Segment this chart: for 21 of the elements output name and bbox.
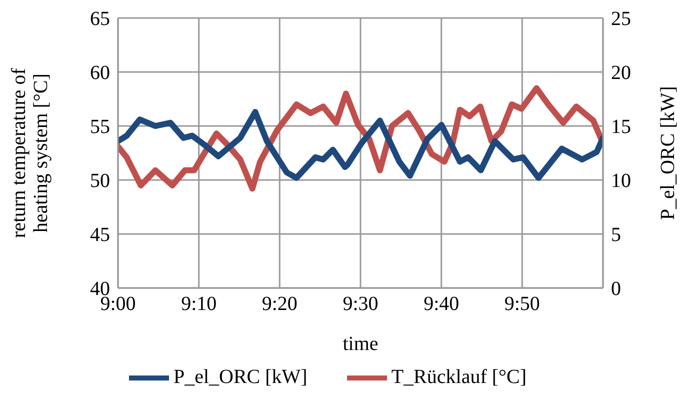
x-tick-label: 9:50	[504, 293, 540, 316]
y-axis-title: return temperature of heating system [°C]	[8, 68, 52, 238]
y2-tick-label: 5	[611, 224, 621, 246]
y-tick-label: 60	[90, 62, 110, 84]
legend-label: T_Rücklauf [°C]	[391, 366, 527, 388]
x-tick-label: 9:40	[424, 293, 460, 316]
x-axis-title: time	[342, 333, 378, 355]
y2-tick-label: 0	[611, 278, 621, 300]
y2-tick-label: 25	[611, 8, 631, 30]
y-tick-label: 50	[90, 170, 110, 192]
y2-tick-label: 20	[611, 62, 631, 84]
x-tick-label: 9:20	[262, 293, 298, 316]
y2-tick-label: 10	[611, 170, 631, 192]
legend-label: P_el_ORC [kW]	[173, 366, 308, 388]
y2-axis-title: P_el_ORC [kW]	[657, 86, 679, 220]
y-tick-label: 45	[90, 224, 110, 246]
x-tick-label: 9:10	[181, 293, 217, 316]
y-tick-label: 65	[90, 8, 110, 30]
y-tick-label: 55	[90, 116, 110, 138]
y2-tick-label: 15	[611, 116, 631, 138]
x-tick-label: 9:30	[342, 293, 378, 316]
